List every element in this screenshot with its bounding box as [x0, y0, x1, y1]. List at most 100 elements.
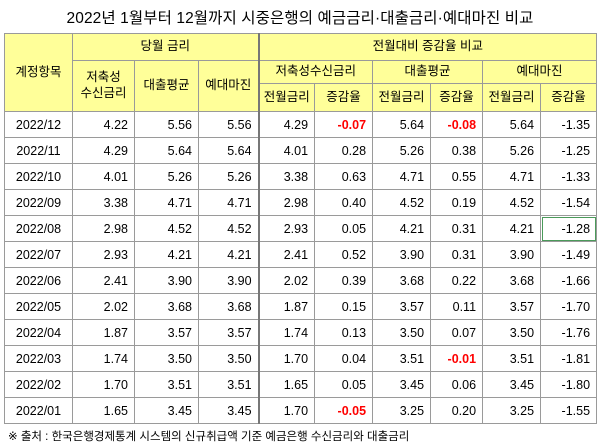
table-cell[interactable]: 4.71	[134, 189, 199, 216]
table-cell[interactable]: 4.21	[482, 215, 542, 242]
row-date[interactable]: 2022/02	[4, 371, 73, 398]
table-cell[interactable]: 3.50	[372, 319, 432, 346]
table-cell[interactable]: 3.68	[134, 293, 199, 320]
row-date[interactable]: 2022/09	[4, 189, 73, 216]
table-cell[interactable]: 3.38	[72, 189, 135, 216]
row-date[interactable]: 2022/11	[4, 137, 73, 164]
table-cell[interactable]: 1.87	[257, 293, 316, 320]
table-cell[interactable]: 5.64	[372, 111, 432, 138]
table-cell[interactable]: 4.52	[197, 215, 260, 242]
table-cell[interactable]: 5.64	[482, 111, 542, 138]
table-cell[interactable]: 2.02	[257, 267, 316, 294]
table-cell[interactable]: -1.70	[540, 293, 598, 320]
table-cell[interactable]: 0.19	[430, 189, 484, 216]
table-cell[interactable]: -1.25	[540, 137, 598, 164]
table-cell[interactable]: 0.05	[314, 371, 374, 398]
table-cell[interactable]: 3.51	[482, 345, 542, 372]
table-cell[interactable]: -0.05	[314, 397, 374, 424]
table-cell[interactable]: 3.50	[482, 319, 542, 346]
table-cell[interactable]: 3.51	[134, 371, 199, 398]
table-cell[interactable]: 1.65	[257, 371, 316, 398]
table-cell[interactable]: 3.50	[134, 345, 199, 372]
table-cell[interactable]: 5.56	[134, 111, 199, 138]
table-cell[interactable]: 0.63	[314, 163, 374, 190]
table-cell[interactable]: 3.90	[197, 267, 260, 294]
row-date[interactable]: 2022/04	[4, 319, 73, 346]
table-cell[interactable]: 2.93	[257, 215, 316, 242]
table-cell[interactable]: 0.04	[314, 345, 374, 372]
table-cell[interactable]: 0.55	[430, 163, 484, 190]
table-cell[interactable]: 4.71	[372, 163, 432, 190]
table-cell[interactable]: -1.33	[540, 163, 598, 190]
table-cell[interactable]: 3.45	[482, 371, 542, 398]
table-cell[interactable]: 0.05	[314, 215, 374, 242]
table-cell[interactable]: -1.66	[540, 267, 598, 294]
table-cell[interactable]: 3.45	[372, 371, 432, 398]
table-cell[interactable]: 3.57	[134, 319, 199, 346]
table-cell[interactable]: 3.90	[372, 241, 432, 268]
table-cell[interactable]: 3.57	[197, 319, 260, 346]
table-cell[interactable]: -0.07	[314, 111, 374, 138]
table-cell[interactable]: 0.15	[314, 293, 374, 320]
table-cell[interactable]: -1.35	[540, 111, 598, 138]
table-cell[interactable]: 0.20	[430, 397, 484, 424]
row-date[interactable]: 2022/05	[4, 293, 73, 320]
table-cell[interactable]: -1.80	[540, 371, 598, 398]
table-cell[interactable]: 4.01	[72, 163, 135, 190]
table-cell[interactable]: 4.01	[257, 137, 316, 164]
table-cell[interactable]: 5.56	[197, 111, 260, 138]
table-cell[interactable]: 1.70	[257, 397, 316, 424]
table-cell[interactable]: 4.71	[482, 163, 542, 190]
table-cell[interactable]: 0.31	[430, 241, 484, 268]
table-cell[interactable]: 4.71	[197, 189, 260, 216]
table-cell[interactable]: 0.06	[430, 371, 484, 398]
table-cell[interactable]: 1.74	[257, 319, 316, 346]
table-cell[interactable]: 0.38	[430, 137, 484, 164]
table-cell[interactable]: 3.45	[134, 397, 199, 424]
row-date[interactable]: 2022/10	[4, 163, 73, 190]
table-cell[interactable]: 1.87	[72, 319, 135, 346]
table-cell[interactable]: 4.52	[372, 189, 432, 216]
table-cell[interactable]: 4.21	[372, 215, 432, 242]
table-cell[interactable]: 1.70	[257, 345, 316, 372]
table-cell[interactable]: 0.40	[314, 189, 374, 216]
table-cell[interactable]: -0.01	[430, 345, 484, 372]
table-cell[interactable]: -1.55	[540, 397, 598, 424]
table-cell[interactable]: 2.93	[72, 241, 135, 268]
table-cell[interactable]: 3.45	[197, 397, 260, 424]
table-cell[interactable]: 5.64	[197, 137, 260, 164]
table-cell[interactable]: 4.52	[482, 189, 542, 216]
table-cell[interactable]: -1.49	[540, 241, 598, 268]
table-cell[interactable]: 5.26	[372, 137, 432, 164]
table-cell[interactable]: 4.22	[72, 111, 135, 138]
table-cell[interactable]: 1.65	[72, 397, 135, 424]
table-cell[interactable]: 2.98	[257, 189, 316, 216]
row-date[interactable]: 2022/07	[4, 241, 73, 268]
table-cell[interactable]: 3.68	[482, 267, 542, 294]
row-date[interactable]: 2022/06	[4, 267, 73, 294]
table-cell[interactable]: 3.51	[197, 371, 260, 398]
table-cell[interactable]: 3.38	[257, 163, 316, 190]
table-cell[interactable]: 3.25	[482, 397, 542, 424]
table-cell[interactable]: 1.70	[72, 371, 135, 398]
table-cell[interactable]: -1.81	[540, 345, 598, 372]
table-cell[interactable]: 0.31	[430, 215, 484, 242]
table-cell[interactable]: 3.57	[372, 293, 432, 320]
table-cell[interactable]: 5.26	[482, 137, 542, 164]
table-cell[interactable]: 3.50	[197, 345, 260, 372]
table-cell[interactable]: 5.64	[134, 137, 199, 164]
table-cell[interactable]: 3.90	[482, 241, 542, 268]
table-cell[interactable]: 0.39	[314, 267, 374, 294]
table-cell[interactable]: 3.57	[482, 293, 542, 320]
table-cell[interactable]: 4.29	[72, 137, 135, 164]
table-cell[interactable]: 5.26	[134, 163, 199, 190]
table-cell[interactable]: 5.26	[197, 163, 260, 190]
table-cell[interactable]: 2.02	[72, 293, 135, 320]
table-cell[interactable]: -1.76	[540, 319, 598, 346]
table-cell[interactable]: 0.28	[314, 137, 374, 164]
table-cell[interactable]: 0.22	[430, 267, 484, 294]
table-cell[interactable]: 4.29	[257, 111, 316, 138]
table-cell[interactable]: -1.54	[540, 189, 598, 216]
table-cell[interactable]: 2.41	[72, 267, 135, 294]
table-cell[interactable]: 2.41	[257, 241, 316, 268]
